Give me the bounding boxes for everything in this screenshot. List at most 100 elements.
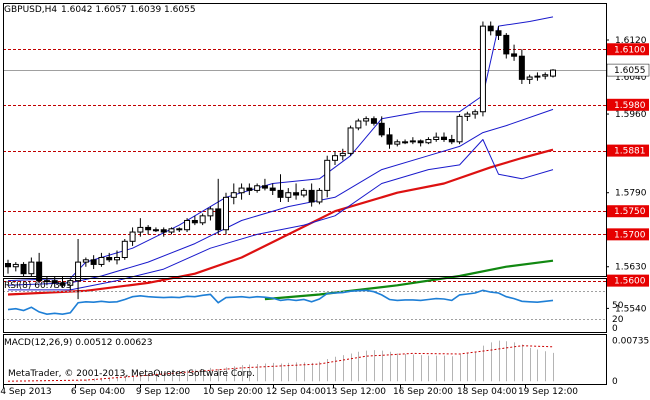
level-label-box xyxy=(607,43,649,56)
candle-body xyxy=(82,259,89,263)
chart-title: GBPUSD,H4 xyxy=(4,5,57,15)
candle xyxy=(448,134,455,145)
candle-body xyxy=(160,229,167,233)
candle-body xyxy=(511,53,518,57)
candle xyxy=(542,72,549,80)
candle xyxy=(90,255,97,270)
price-tick-label: 1.5790 xyxy=(615,189,647,199)
candle xyxy=(43,276,50,286)
candle-body xyxy=(5,263,11,268)
candle-body xyxy=(43,280,50,283)
candle-body xyxy=(285,192,292,198)
level-label: 1.5980 xyxy=(614,101,646,111)
candle xyxy=(285,188,292,202)
candle-body xyxy=(441,136,447,141)
candle xyxy=(433,132,440,142)
candle-body xyxy=(36,261,43,282)
candle xyxy=(207,206,214,221)
level-label: 1.5881 xyxy=(614,147,646,157)
candle-body xyxy=(347,127,354,154)
candle xyxy=(238,183,245,200)
candle-body xyxy=(51,280,58,284)
candle xyxy=(417,139,424,147)
candle-body xyxy=(487,25,494,32)
macd-title: MACD(12,26,9) 0.00512 0.00623 xyxy=(4,338,153,348)
candle-body xyxy=(394,141,401,145)
candle-body xyxy=(176,228,183,231)
time-tick-label: 19 Sep 12:00 xyxy=(518,387,578,397)
rsi-tick-label: 50 xyxy=(612,301,624,311)
current-price-label: 1.6055 xyxy=(614,66,646,76)
candle-body xyxy=(184,219,191,231)
candle xyxy=(67,278,74,290)
candle-body xyxy=(230,192,237,198)
time-tick-label: 12 Sep 04:00 xyxy=(266,387,326,397)
candle xyxy=(347,125,354,156)
candle-body xyxy=(472,111,479,115)
time-tick-label: 4 Sep 2013 xyxy=(0,387,51,397)
candle xyxy=(160,227,167,237)
candle xyxy=(230,183,237,205)
candle xyxy=(550,69,556,78)
time-tick-label: 18 Sep 04:00 xyxy=(457,387,517,397)
candle-body xyxy=(168,228,175,233)
candle xyxy=(152,227,159,233)
candle xyxy=(36,252,43,283)
level-label: 1.5750 xyxy=(614,207,646,217)
candle xyxy=(370,116,377,126)
candle xyxy=(518,49,525,84)
candle-body xyxy=(526,76,533,80)
candle-body xyxy=(378,122,385,136)
level-label-box xyxy=(607,144,649,157)
macd-tick-label: 0.00735 xyxy=(612,336,649,346)
candle-body xyxy=(246,187,253,191)
candle-body xyxy=(386,134,393,145)
candle-body xyxy=(503,34,510,55)
candle xyxy=(363,116,370,126)
level-label: 1.6100 xyxy=(614,45,646,55)
candle-body xyxy=(199,215,206,224)
candle-body xyxy=(129,231,136,242)
candle xyxy=(129,227,136,246)
candle xyxy=(503,33,510,59)
candle-body xyxy=(223,196,229,231)
candle-body xyxy=(152,229,159,232)
candle xyxy=(487,21,494,36)
candle xyxy=(223,192,229,235)
candle xyxy=(526,74,533,84)
candle-body xyxy=(207,208,214,217)
candle xyxy=(215,178,222,235)
candle-body xyxy=(324,159,331,191)
candle-body xyxy=(339,152,346,157)
candle-body xyxy=(191,219,198,224)
time-tick-label: 16 Sep 20:00 xyxy=(393,387,453,397)
candle xyxy=(394,139,401,147)
candle-body xyxy=(518,55,525,80)
candle xyxy=(106,252,113,263)
candle-body xyxy=(355,120,362,129)
candle xyxy=(5,259,11,274)
level-label-box xyxy=(607,205,649,218)
candle-body xyxy=(300,189,307,196)
candle-body xyxy=(145,226,152,231)
price-tick-label: 1.5540 xyxy=(615,304,647,314)
candle xyxy=(339,148,346,161)
candle xyxy=(246,183,253,196)
candle-body xyxy=(402,141,409,144)
candle xyxy=(464,111,471,121)
candle xyxy=(402,139,409,145)
candle xyxy=(254,183,261,193)
candle xyxy=(324,155,331,198)
time-tick-label: 13 Sep 12:00 xyxy=(326,387,386,397)
candle-body xyxy=(277,189,284,198)
candle-body xyxy=(90,259,97,265)
level-label-box xyxy=(607,228,649,241)
candle xyxy=(12,262,19,272)
candle-body xyxy=(114,256,120,261)
rsi-tick-label: 0 xyxy=(612,324,618,334)
price-tick-label-covered: 1.6040 xyxy=(615,73,647,83)
candle-body xyxy=(433,136,440,141)
candle xyxy=(82,257,89,267)
rsi-tick-label: 20 xyxy=(612,315,624,325)
candle-body xyxy=(269,187,276,191)
